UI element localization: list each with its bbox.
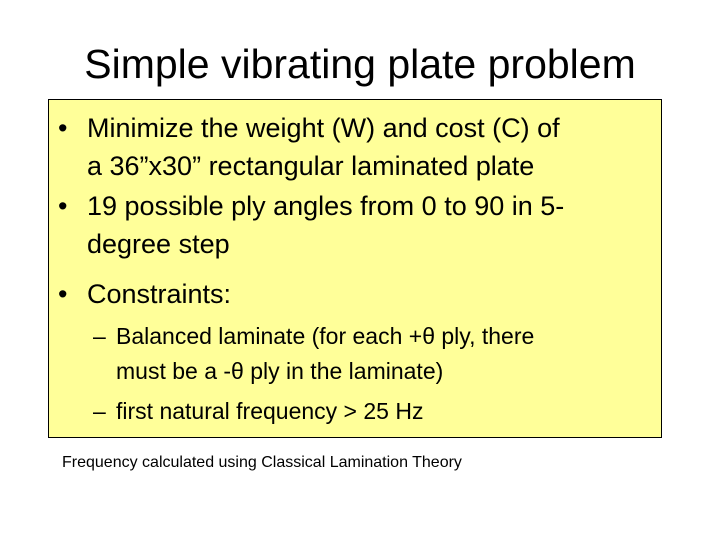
sub-bullet-text: Balanced laminate (for each +θ ply, ther… (116, 319, 535, 384)
bullet-text: 19 possible ply angles from 0 to 90 in 5… (87, 190, 565, 259)
slide-title: Simple vibrating plate problem (84, 41, 636, 87)
sub-bullet-text: first natural frequency > 25 Hz (116, 394, 423, 429)
bullet-line-2: a 36”x30” rectangular laminated plate (87, 151, 535, 181)
content-box: • Minimize the weight (W) and cost (C) o… (48, 99, 662, 438)
bullet-mark: • (58, 279, 68, 309)
bullet-mark: • (58, 191, 68, 221)
dash-mark: – (93, 323, 106, 349)
bullet-line-1: Minimize the weight (W) and cost (C) of (87, 113, 560, 143)
bullet-line-1: 19 possible ply angles from 0 to 90 in 5… (87, 191, 565, 221)
sub-bullet-line-1: first natural frequency > 25 Hz (116, 398, 424, 424)
footnote: Frequency calculated using Classical Lam… (62, 454, 462, 471)
sub-bullet-line-1: Balanced laminate (for each +θ ply, ther… (116, 323, 535, 349)
bullet-text: Minimize the weight (W) and cost (C) of … (87, 112, 560, 181)
bullet-mark: • (58, 113, 68, 143)
bullet-text: Constraints: (87, 278, 231, 311)
dash-mark: – (93, 398, 106, 424)
sub-bullet-line-2: must be a -θ ply in the laminate) (116, 358, 444, 384)
bullet-line-2: degree step (87, 229, 230, 259)
bullet-line-1: Constraints: (87, 279, 232, 309)
